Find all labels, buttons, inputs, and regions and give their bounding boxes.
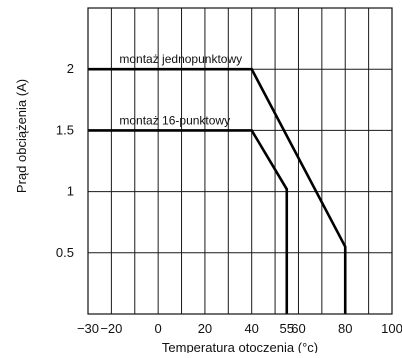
y-tick-label: 1.5 [56, 122, 74, 137]
x-tick-label: 55 [280, 321, 294, 336]
x-tick-label: 0 [155, 321, 162, 336]
label-layer: montaż jednopunktowy montaż 16-punktowy [119, 52, 242, 127]
x-tick-label: 40 [244, 321, 258, 336]
x-tick-label: 100 [381, 321, 402, 336]
x-tick-label: −20 [100, 321, 122, 336]
y-axis-title: Prąd obciążenia (A) [14, 79, 29, 193]
series-line-2 [88, 129, 289, 314]
plot-frame [87, 7, 393, 315]
x-tick-label: 60 [291, 321, 305, 336]
x-axis-title: Temperatura otoczenia (°c) [162, 340, 318, 353]
series-line-1 [88, 67, 347, 314]
y-tick-label: 1 [67, 184, 74, 199]
frame-layer [87, 7, 393, 315]
x-tick-label: 80 [338, 321, 352, 336]
series-label-1: montaż jednopunktowy [119, 52, 242, 66]
series-layer [88, 67, 347, 314]
y-tick-label: 0.5 [56, 245, 74, 260]
x-tick-label: 20 [198, 321, 212, 336]
y-tick-label: 2 [67, 61, 74, 76]
x-tick-label: −30 [77, 321, 99, 336]
series-label-2: montaż 16-punktowy [119, 113, 230, 127]
